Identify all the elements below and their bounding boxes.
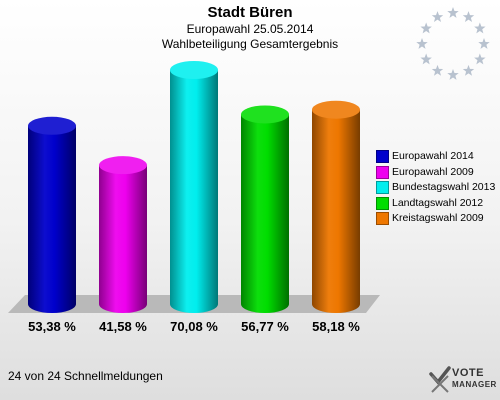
brand-line-1: VOTE (452, 367, 484, 379)
bar-4 (241, 105, 289, 314)
eu-star (474, 22, 486, 34)
eu-star (420, 22, 432, 34)
legend-label: Landtagswahl 2012 (392, 196, 484, 209)
value-label-4: 56,77 % (241, 319, 289, 334)
chart-subtitle-2: Wahlbeteiligung Gesamtergebnis (161, 37, 339, 51)
brand-line-2: MANAGER (452, 380, 497, 389)
value-label-5: 58,18 % (312, 319, 360, 334)
vote-manager-mark-icon (429, 366, 451, 393)
eu-star (462, 11, 475, 23)
eu-star (447, 69, 459, 80)
legend-swatch (376, 212, 389, 225)
eu-star (416, 38, 428, 49)
bar-2 (99, 156, 147, 313)
eu-star (431, 11, 444, 23)
eu-star (431, 64, 444, 76)
chart-title: Stadt Büren (207, 4, 293, 21)
legend-swatch (376, 181, 389, 194)
value-label-2: 41,58 % (99, 319, 147, 334)
legend-label: Bundestagswahl 2013 (392, 181, 496, 193)
bar-1 (28, 116, 76, 313)
value-label-1: 53,38 % (28, 319, 76, 334)
legend-label: Kreistagswahl 2009 (392, 212, 484, 224)
eu-star (462, 64, 475, 76)
bar-5 (312, 100, 360, 313)
eu-star (447, 7, 459, 18)
legend-swatch (376, 196, 389, 210)
eu-stars-icon (416, 7, 490, 80)
legend-label: Europawahl 2009 (392, 165, 474, 178)
eu-star (478, 38, 490, 49)
eu-star (420, 53, 432, 65)
legend-swatch (376, 165, 389, 179)
legend-label: Europawahl 2014 (392, 150, 474, 162)
eu-star (474, 53, 486, 65)
vote-manager-logo: VOTE MANAGER (428, 366, 498, 398)
bar-3 (170, 61, 218, 313)
status-text: 24 von 24 Schnellmeldungen (8, 369, 163, 383)
legend-swatch (376, 150, 389, 163)
value-label-3: 70,08 % (170, 319, 218, 334)
chart-subtitle: Europawahl 25.05.2014 (186, 22, 314, 36)
